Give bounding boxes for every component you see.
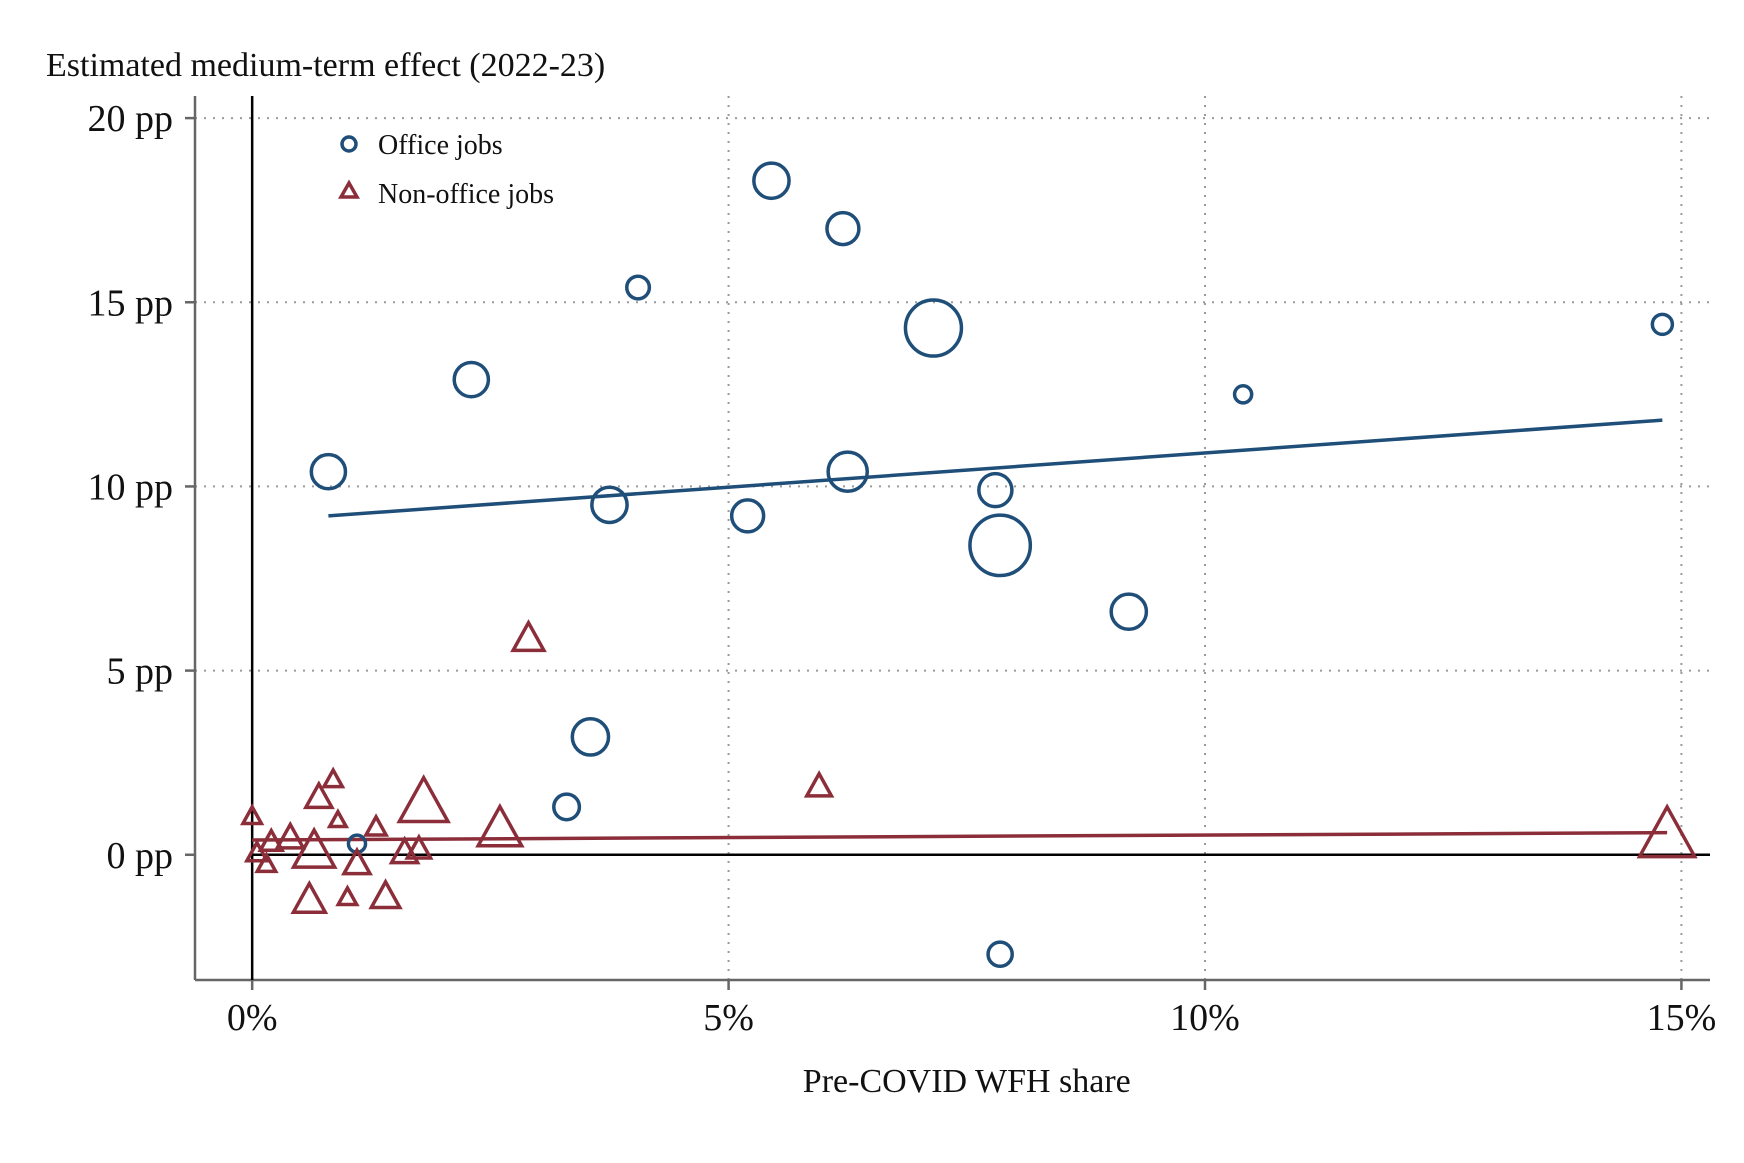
nonoffice-job-point (326, 808, 350, 829)
nonoffice-job-point (396, 774, 451, 824)
nonoffice-fit-line (252, 830, 1668, 842)
nonoffice-job-point (510, 619, 547, 653)
office-job-point (826, 450, 870, 494)
y-tick-label: 20 pp (88, 98, 174, 140)
nonoffice-job-point (341, 846, 373, 876)
legend-nonoffice-triangle-icon (337, 179, 361, 199)
office-job-point (552, 792, 582, 822)
office-job-point (903, 298, 964, 358)
axis-ticks: 0 pp 5 pp 10 pp 15 pp 20 pp 0% 5% 10% 15% (88, 98, 1717, 1039)
data-points (240, 161, 1698, 969)
legend-office-label: Office jobs (378, 130, 503, 161)
x-tick-label: 10% (1170, 997, 1240, 1039)
grid-lines (195, 96, 1710, 980)
nonoffice-job-point (302, 780, 335, 810)
office-fit-line (328, 418, 1663, 518)
nonoffice-job-point (254, 851, 279, 874)
office-job-point (570, 717, 611, 757)
office-job-point (309, 452, 348, 491)
y-tick-label: 0 pp (107, 835, 174, 877)
nonoffice-job-point (290, 826, 338, 869)
y-tick-label: 10 pp (88, 466, 174, 508)
x-tick-label: 15% (1647, 997, 1717, 1039)
nonoffice-job-point (240, 803, 265, 826)
y-tick-label: 15 pp (88, 282, 174, 324)
nonoffice-job-point (803, 770, 835, 798)
y-axis-title: Estimated medium-term effect (2022-23) (46, 47, 605, 84)
y-tick-label: 5 pp (107, 651, 174, 693)
x-tick-label: 5% (703, 997, 754, 1039)
axes (193, 96, 1710, 982)
office-job-point (452, 360, 491, 399)
nonoffice-job-point (362, 813, 390, 837)
office-job-point (986, 940, 1014, 969)
nonoffice-job-point (257, 827, 286, 852)
fit-lines (252, 418, 1668, 842)
nonoffice-job-point (335, 884, 360, 907)
legend-nonoffice-label: Non-office jobs (378, 179, 554, 210)
nonoffice-job-point (290, 879, 329, 914)
legend: Office jobs Non-office jobs (337, 130, 554, 210)
nonoffice-job-point (320, 766, 346, 789)
office-job-point (590, 485, 629, 525)
nonoffice-job-point (368, 878, 403, 910)
nonoffice-job-point (1636, 803, 1698, 859)
office-job-point (1232, 384, 1254, 405)
office-job-point (752, 161, 791, 201)
x-tick-label: 0% (227, 997, 278, 1039)
nonoffice-job-point (274, 820, 307, 850)
x-axis-title: Pre-COVID WFH share (803, 1063, 1131, 1100)
nonoffice-job-point (475, 802, 525, 848)
office-job-point (825, 210, 861, 247)
nonoffice-job-point (404, 833, 434, 860)
office-job-point (625, 274, 652, 301)
office-job-point (729, 498, 766, 534)
office-job-point (977, 471, 1014, 509)
office-job-point (968, 513, 1033, 578)
legend-office-circle-icon (340, 135, 358, 153)
office-job-point (1650, 312, 1675, 337)
office-job-point (1109, 592, 1149, 632)
